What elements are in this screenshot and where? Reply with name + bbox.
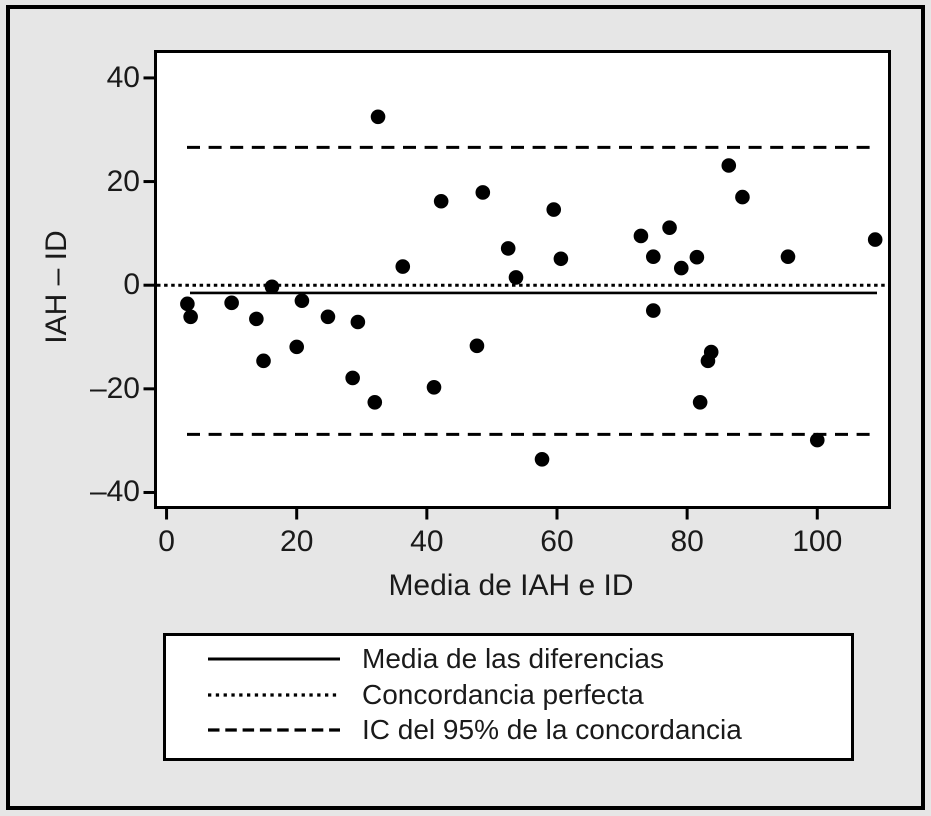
x-tick-label: 20 (280, 525, 314, 558)
data-point (645, 249, 661, 264)
data-point (534, 452, 550, 467)
y-tick-label: 20 (106, 164, 140, 198)
legend-entry-perfect: Concordancia perfecta (166, 677, 851, 713)
data-point (662, 220, 677, 235)
x-tick-label: 80 (670, 525, 704, 558)
x-tick-label: 100 (792, 525, 843, 558)
y-tick-label: –40 (89, 475, 140, 509)
x-tick-label: 0 (158, 525, 175, 558)
y-axis-title: IAH – ID (40, 230, 73, 344)
x-axis-title: Media de IAH e ID (388, 569, 634, 602)
data-point (264, 279, 280, 295)
data-point (689, 249, 705, 265)
data-point (224, 295, 239, 311)
y-tick-label: 40 (106, 60, 140, 94)
legend-entry-mean: Media de las diferencias (166, 641, 851, 677)
data-point (553, 251, 569, 267)
data-point (469, 338, 485, 354)
data-point (433, 193, 449, 209)
data-point (673, 260, 689, 276)
data-point (735, 189, 750, 205)
legend-label-limits: IC del 95% de la concordancia (362, 714, 742, 745)
data-point (289, 339, 305, 355)
legend-entry-limits: IC del 95% de la concordancia (166, 712, 851, 748)
data-point (426, 379, 442, 395)
data-point (546, 202, 562, 217)
data-point (692, 395, 708, 410)
solid-line-key-icon (208, 657, 340, 661)
y-tick-label: –20 (89, 371, 140, 405)
data-point (867, 232, 883, 247)
data-point (809, 432, 825, 448)
dotted-line-key-icon (208, 693, 340, 697)
data-point (320, 309, 336, 325)
data-point (256, 353, 271, 369)
data-point (700, 353, 716, 369)
legend-label-perfect: Concordancia perfecta (362, 679, 644, 710)
legend-label-mean: Media de las diferencias (362, 643, 664, 674)
data-point (367, 395, 383, 410)
data-point (350, 314, 366, 330)
data-point (645, 303, 661, 318)
data-point (780, 249, 796, 264)
data-point (508, 270, 524, 285)
data-point (395, 259, 411, 274)
data-point (183, 309, 198, 325)
legend: Media de las diferencias Concordancia pe… (163, 633, 854, 761)
x-tick-label: 40 (410, 525, 444, 558)
dashed-line-key-icon (208, 728, 340, 732)
data-point (633, 228, 649, 244)
data-point (294, 293, 310, 309)
data-point (180, 296, 195, 312)
data-point (721, 158, 737, 173)
data-point (500, 241, 516, 256)
x-tick-label: 60 (540, 525, 574, 558)
data-point (370, 109, 386, 125)
data-point (249, 311, 264, 327)
data-point (475, 185, 491, 200)
y-tick-label: 0 (123, 268, 140, 302)
data-point (345, 370, 360, 386)
